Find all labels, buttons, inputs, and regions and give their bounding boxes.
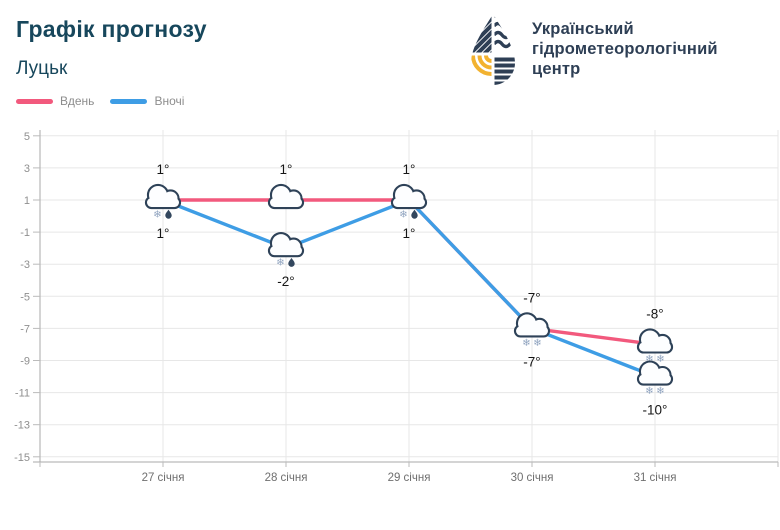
x-category-label: 28 січня [265, 472, 308, 484]
cloud-icon [144, 183, 182, 210]
page-title: Графік прогнозу [16, 16, 207, 42]
y-tick-label: -3 [20, 259, 30, 271]
snowflake-icon: ❄ [522, 338, 530, 349]
raindrop-icon [288, 257, 295, 267]
uhmc-logo-drop-icon [471, 14, 515, 85]
cloud-icon [636, 360, 674, 386]
night-line-swatch-icon [110, 98, 148, 104]
snowflake-icon: ❄ [399, 210, 407, 221]
y-tick-label: -5 [20, 291, 30, 303]
legend-label-day: Вдень [60, 94, 95, 108]
cloud-icon [513, 312, 551, 338]
day-temp-label: 1° [280, 162, 293, 177]
night-temp-label: 1° [403, 226, 416, 241]
cloud-icon [636, 328, 674, 354]
y-tick-label: 5 [24, 131, 30, 143]
forecast-chart-svg[interactable]: 5 3 1 -1 -3 -5 -7 -9 -11 -13 -15 27 січня 28 січня 29… [0, 115, 780, 525]
snowflake-icon: ❄ [645, 354, 653, 365]
day-line-swatch-icon [16, 98, 53, 104]
night-temp-label: -2° [277, 274, 294, 289]
y-tick-label: -13 [14, 420, 30, 432]
city-name: Луцьк [16, 58, 68, 79]
legend-item-night[interactable]: Вночі [110, 94, 184, 108]
night-temp-label: 1° [157, 226, 170, 241]
logo-text-line2: гідрометеорологічний [532, 40, 718, 58]
forecast-chart: 5 3 1 -1 -3 -5 -7 -9 -11 -13 -15 27 січня 28 січня 29… [0, 115, 780, 525]
snowflake-icon: ❄ [645, 386, 653, 397]
uhmc-logo: Український гідрометеорологічний центр [470, 12, 718, 86]
raindrop-icon [411, 209, 418, 219]
snowflake-icon: ❄ [533, 338, 541, 349]
day-temp-label: 1° [403, 162, 416, 177]
y-tick-label: -11 [15, 388, 30, 400]
legend-label-night: Вночі [154, 94, 185, 108]
snowflake-icon: ❄ [153, 210, 161, 221]
y-tick-label: 1 [24, 195, 30, 207]
legend-item-day[interactable]: Вдень [16, 94, 94, 108]
raindrop-icon [165, 209, 172, 219]
x-category-label: 29 січня [388, 472, 431, 484]
y-tick-label: -9 [20, 356, 30, 368]
cloud-icon [390, 183, 428, 210]
logo-text-line1: Український [532, 20, 634, 38]
night-temp-label: -10° [643, 403, 668, 418]
day-temp-label: -7° [523, 290, 540, 305]
y-tick-label: -1 [20, 227, 30, 239]
night-temp-label: -7° [523, 354, 540, 369]
y-tick-label: -15 [14, 452, 30, 464]
day-temp-label: 1° [157, 162, 170, 177]
snowflake-icon: ❄ [656, 386, 664, 397]
x-category-label: 30 січня [511, 472, 554, 484]
cloud-icon [267, 232, 305, 258]
logo-text-line3: центр [532, 60, 581, 78]
uhmc-logo-text: Український гідрометеорологічний центр [532, 19, 718, 79]
x-category-label: 27 січня [142, 472, 185, 484]
cloud-icon [267, 183, 305, 210]
y-tick-label: 3 [24, 163, 30, 175]
y-tick-label: -7 [20, 323, 30, 335]
snowflake-icon: ❄ [276, 258, 284, 269]
x-category-label: 31 січня [634, 472, 677, 484]
day-temp-label: -8° [646, 306, 663, 321]
chart-legend: Вдень Вночі [16, 94, 184, 108]
snowflake-icon: ❄ [656, 354, 664, 365]
